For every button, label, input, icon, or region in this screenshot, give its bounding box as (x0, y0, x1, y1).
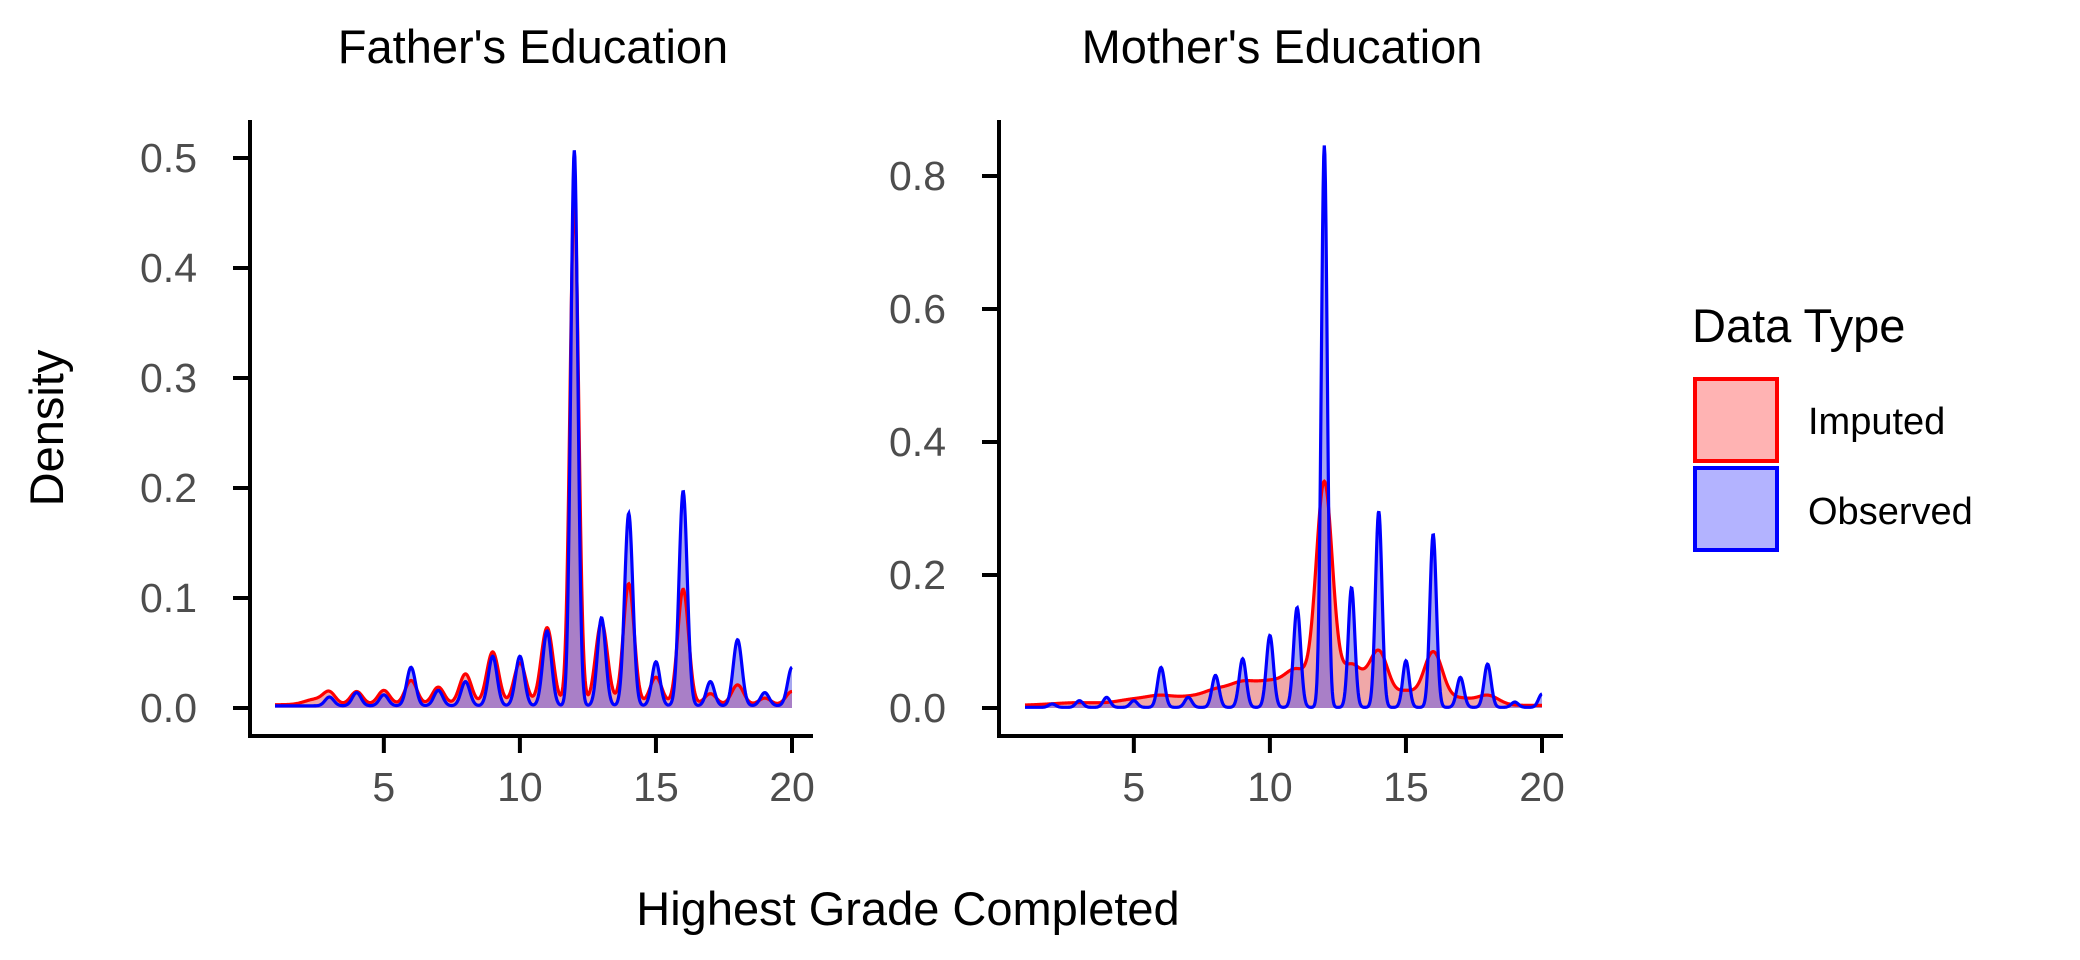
x-tick-label: 5 (372, 764, 395, 810)
y-tick-label: 0.4 (889, 419, 946, 465)
y-tick-label: 0.3 (140, 355, 197, 401)
observed-density-area (1025, 145, 1542, 708)
density-areas (275, 150, 792, 708)
y-axis: 0.0 0.1 0.2 0.3 0.4 0.5 (140, 120, 252, 738)
x-axis: 5 10 15 20 (997, 734, 1565, 810)
y-tick-label: 0.2 (140, 465, 197, 511)
legend: Data Type Imputed Observed (1692, 299, 1973, 552)
x-tick-label: 10 (497, 764, 543, 810)
legend-key-imputed (1693, 377, 1779, 463)
x-tick-label: 20 (769, 764, 815, 810)
observed-density-line (1025, 145, 1543, 709)
x-tick-label: 20 (1519, 764, 1565, 810)
x-axis-title: Highest Grade Completed (636, 882, 1179, 935)
y-tick-label: 0.0 (889, 685, 946, 731)
observed-density-line (275, 150, 793, 708)
panel-title-fathers-education: Father's Education (338, 20, 728, 73)
x-tick-label: 15 (1383, 764, 1429, 810)
imputed-density-line (274, 198, 793, 707)
x-axis: 5 10 15 20 (248, 734, 815, 810)
panel-fathers-education: 0.0 0.1 0.2 0.3 0.4 0.5 5 10 15 20 (140, 120, 815, 810)
legend-label-observed: Observed (1808, 491, 1973, 533)
y-axis: 0.0 0.2 0.4 0.6 0.8 (889, 120, 1001, 738)
y-tick-label: 0.5 (140, 135, 197, 181)
y-tick-label: 0.2 (889, 552, 946, 598)
observed-density-area (275, 150, 792, 708)
imputed-density-area (275, 198, 792, 708)
y-tick-label: 0.0 (140, 685, 197, 731)
panel-mothers-education: 0.0 0.2 0.4 0.6 0.8 5 10 15 20 (889, 120, 1565, 810)
legend-label-imputed: Imputed (1808, 401, 1945, 443)
x-tick-label: 15 (633, 764, 679, 810)
y-tick-label: 0.8 (889, 153, 946, 199)
legend-title: Data Type (1692, 299, 1905, 352)
y-tick-label: 0.4 (140, 245, 197, 291)
x-tick-label: 5 (1122, 764, 1145, 810)
y-tick-label: 0.1 (140, 575, 197, 621)
imputed-density-line (1024, 479, 1542, 707)
x-tick-label: 10 (1247, 764, 1293, 810)
y-tick-label: 0.6 (889, 286, 946, 332)
density-areas (1025, 145, 1542, 708)
overlap-density-area (275, 198, 792, 708)
panel-title-mothers-education: Mother's Education (1082, 20, 1483, 73)
y-axis-title: Density (20, 349, 73, 506)
legend-key-observed (1693, 466, 1779, 552)
